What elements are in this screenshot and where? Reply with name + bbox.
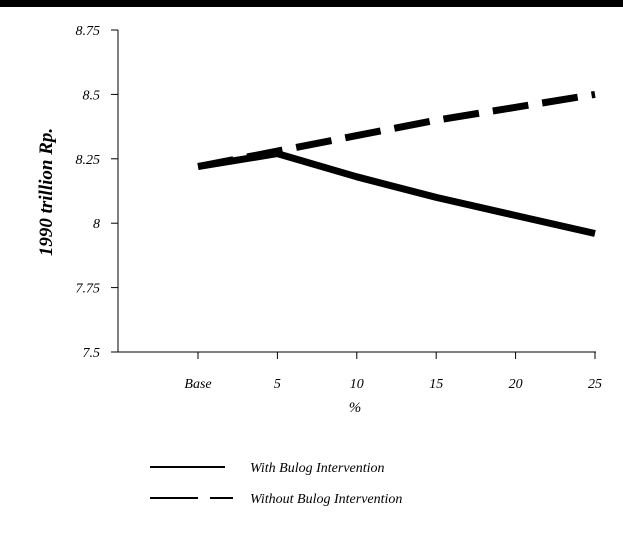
legend-item-with: With Bulog Intervention — [150, 461, 385, 476]
y-axis-label: 1990 trillion Rp. — [36, 128, 57, 256]
y-tick-label: 8.25 — [76, 153, 101, 168]
y-tick-label: 8.5 — [83, 88, 101, 103]
x-tick-label: 25 — [588, 377, 602, 392]
x-tick-label: 10 — [350, 377, 364, 392]
x-axis-label: % — [349, 400, 362, 416]
y-tick-label: 8.75 — [76, 24, 101, 39]
y-tick-label: 7.5 — [83, 346, 101, 361]
legend: With Bulog Intervention Without Bulog In… — [150, 461, 402, 507]
y-ticks: 7.5 7.75 8 8.25 8.5 8.75 — [76, 24, 119, 361]
series-line-with-bulog — [198, 154, 595, 234]
series-layer — [198, 94, 595, 233]
y-tick-label: 7.75 — [76, 282, 101, 297]
top-border-bar — [0, 0, 623, 7]
x-ticks: Base 5 10 15 20 25 — [184, 352, 602, 392]
legend-label-with: With Bulog Intervention — [250, 461, 385, 476]
x-tick-label: 5 — [274, 377, 281, 392]
x-tick-label: Base — [184, 377, 211, 392]
y-tick-label: 8 — [93, 217, 100, 232]
series-line-without-bulog — [198, 94, 595, 166]
legend-label-without: Without Bulog Intervention — [250, 492, 402, 507]
x-tick-label: 15 — [429, 377, 443, 392]
x-tick-label: 20 — [509, 377, 523, 392]
legend-item-without: Without Bulog Intervention — [150, 492, 402, 507]
